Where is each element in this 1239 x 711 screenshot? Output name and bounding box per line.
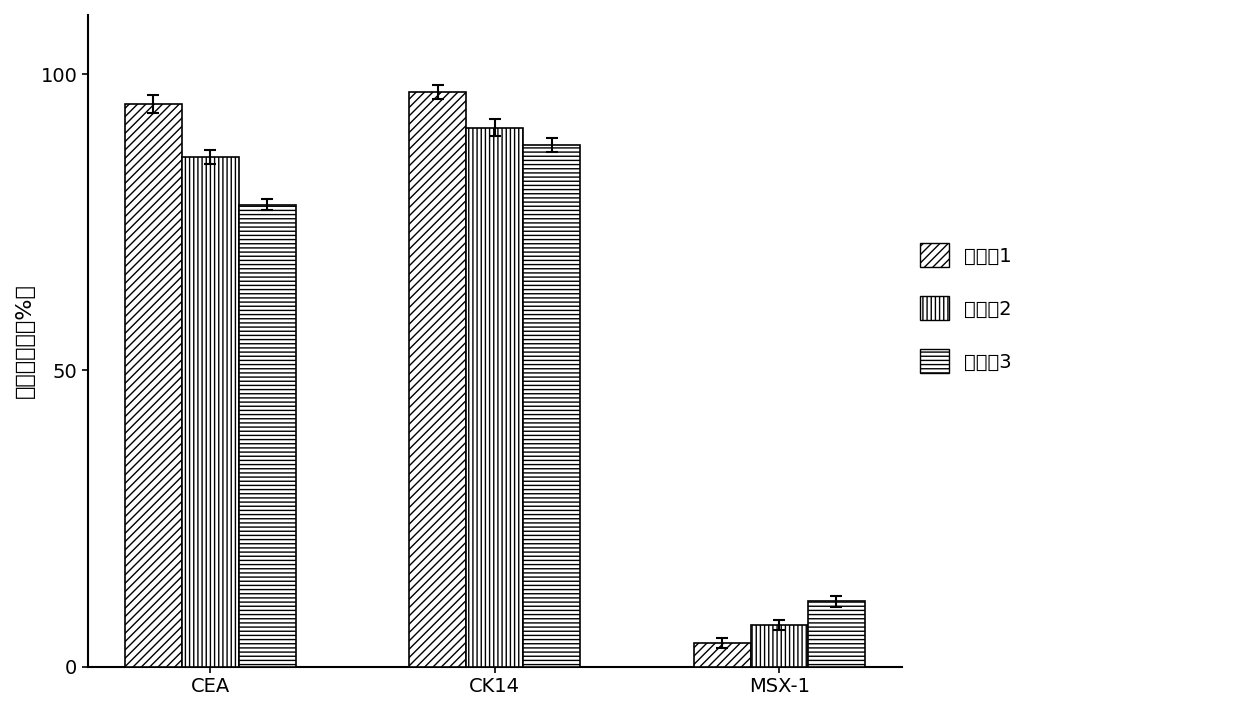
Bar [808,602,865,667]
Bar [125,104,182,667]
Bar [751,625,808,667]
Bar [409,92,466,667]
Bar [239,205,296,667]
Bar [523,145,580,667]
Bar [182,157,239,667]
Legend: 实施例1, 实施例2, 实施例3: 实施例1, 实施例2, 实施例3 [919,243,1012,373]
Y-axis label: 细胞阳性率（%）: 细胞阳性率（%） [15,284,35,398]
Bar [694,643,751,667]
Bar [466,127,523,667]
